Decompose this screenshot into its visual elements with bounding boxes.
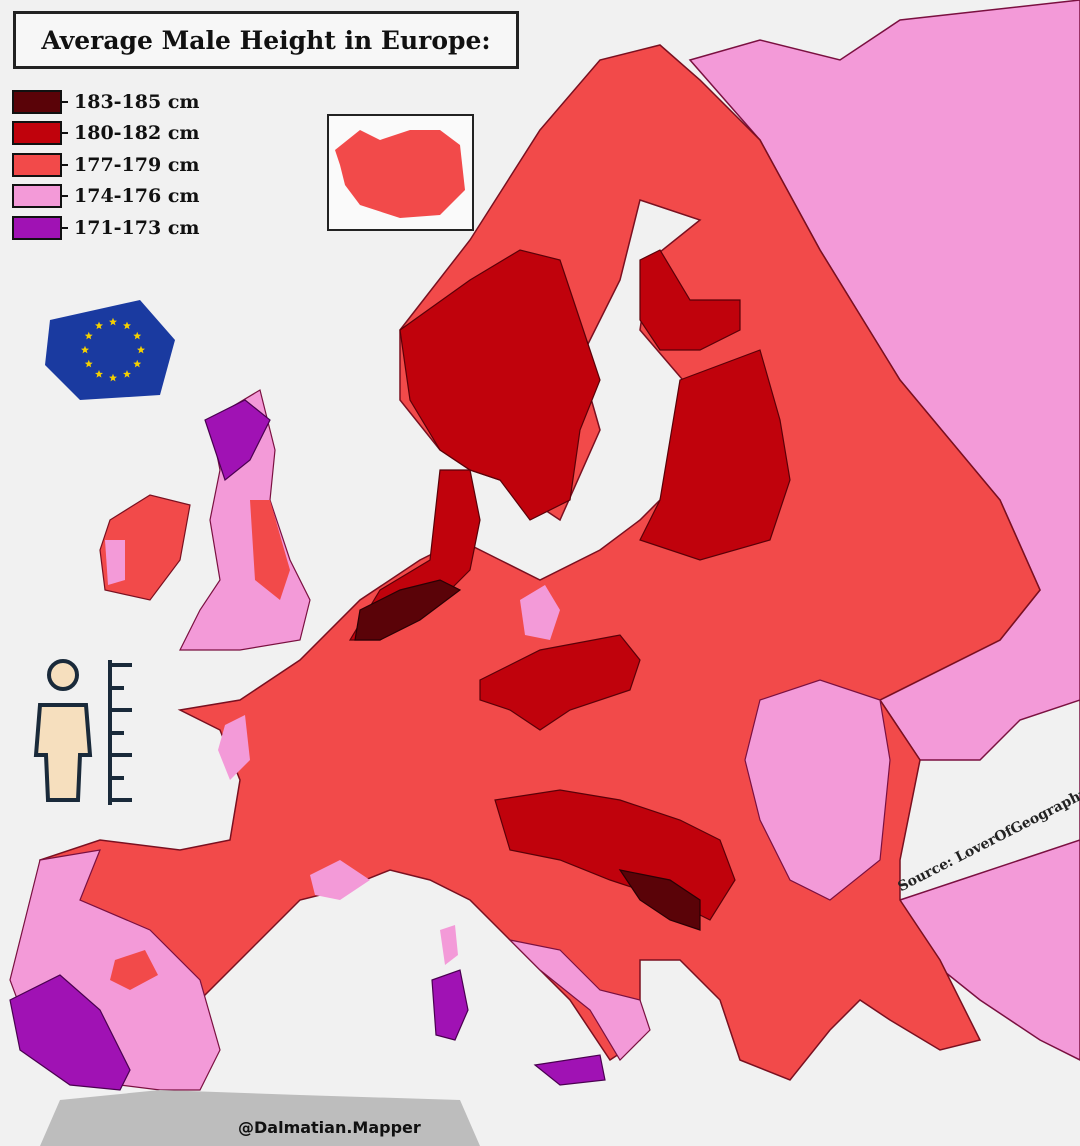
legend-item: 171-173 cm	[12, 212, 200, 244]
legend-label: 177-179 cm	[74, 153, 200, 176]
region-174-corsica	[440, 925, 458, 965]
eu-star-icon	[133, 359, 142, 368]
title-box: Average Male Height in Europe:	[13, 11, 519, 69]
legend-item: 177-179 cm	[12, 149, 200, 181]
eu-star-icon	[133, 331, 142, 340]
eu-star-icon	[123, 370, 131, 378]
eu-star-icon	[81, 345, 89, 354]
author-credit: @Dalmatian.Mapper	[238, 1118, 421, 1137]
region-180-czechia	[479, 634, 641, 731]
eu-star-icon	[109, 373, 117, 382]
region-183-montenegro	[618, 869, 701, 931]
region-171-sardinia	[431, 969, 469, 1041]
region-177-england-east	[250, 500, 290, 600]
region-174-ireland-west	[105, 540, 125, 585]
legend-swatch	[12, 121, 62, 146]
legend-swatch	[12, 89, 62, 114]
legend-swatch	[12, 152, 62, 177]
region-174-italy	[508, 939, 651, 1061]
person-height-ruler-icon	[33, 659, 132, 805]
legend-label: 183-185 cm	[74, 90, 200, 113]
legend: 183-185 cm 180-182 cm 177-179 cm 174-176…	[12, 86, 200, 244]
eu-star-icon	[84, 331, 93, 340]
legend-item: 180-182 cm	[12, 118, 200, 150]
legend-item: 183-185 cm	[12, 86, 200, 118]
legend-swatch	[12, 215, 62, 240]
legend-label: 171-173 cm	[74, 216, 200, 239]
region-174-brittany	[218, 715, 250, 780]
legend-item: 174-176 cm	[12, 181, 200, 213]
eu-flag-icon	[45, 300, 175, 400]
legend-label: 180-182 cm	[74, 122, 200, 145]
region-171-scotland	[204, 399, 271, 482]
legend-label: 174-176 cm	[74, 185, 200, 208]
region-171-sicily	[533, 1054, 606, 1086]
eu-star-icon	[109, 317, 117, 326]
eu-star-icon	[95, 321, 103, 330]
region-183-netherlands	[354, 579, 462, 641]
region-174-balkan-east	[744, 679, 891, 901]
region-174-marseille	[310, 860, 370, 900]
region-177-spain-center	[110, 950, 158, 990]
eu-star-icon	[137, 345, 145, 354]
eu-star-icon	[95, 370, 103, 378]
region-180-scandinavia	[399, 249, 601, 521]
eu-star-icon	[123, 321, 131, 330]
africa-land	[40, 1090, 480, 1146]
region-180-finland	[639, 249, 741, 351]
region-180-baltics	[639, 349, 791, 561]
iceland-inset	[335, 130, 465, 218]
legend-swatch	[12, 184, 62, 209]
map-title: Average Male Height in Europe:	[41, 25, 491, 55]
region-171-portugal	[9, 974, 131, 1091]
eu-star-icon	[84, 359, 93, 368]
region-174-hesse	[520, 585, 560, 640]
